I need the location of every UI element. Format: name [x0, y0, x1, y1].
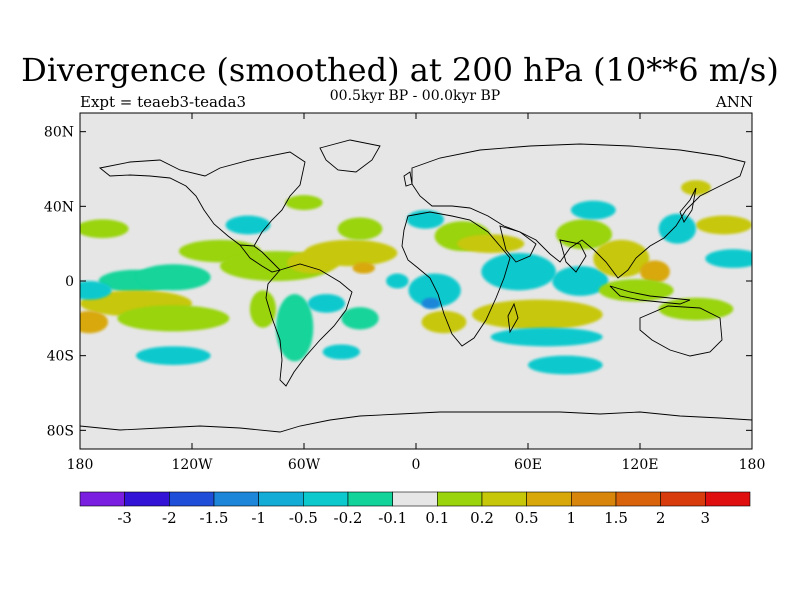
season-label: ANN	[715, 93, 753, 111]
field-contour-31	[598, 279, 674, 302]
colorbar-label-9: 0.5	[515, 509, 539, 527]
coast-india	[559, 239, 587, 273]
x-tick-label-0: 180	[67, 457, 94, 473]
y-tick-label-1: 40N	[44, 199, 74, 215]
field-contour-15	[285, 195, 323, 211]
field-contour-13	[249, 290, 276, 328]
field-contour-10	[304, 239, 398, 267]
field-contour-25	[471, 299, 603, 330]
colorbar-swatch-0	[79, 491, 125, 507]
field-contour-21	[421, 310, 467, 334]
coast-japan	[679, 187, 697, 223]
coast-eurasia	[411, 143, 746, 279]
colorbar-label-1: -2	[162, 509, 177, 527]
field-contour-39	[322, 344, 361, 360]
y-tick-label-3: 40S	[47, 349, 74, 365]
experiment-label: Expt = teaeb3-teada3	[80, 93, 247, 111]
field-contour-26	[490, 327, 603, 347]
x-tick-label-3: 0	[412, 457, 421, 473]
field-contour-4	[117, 305, 230, 332]
y-tick-label-2: 0	[65, 274, 74, 290]
field-contour-19	[408, 273, 461, 308]
field-contour-20	[421, 297, 441, 309]
colorbar-swatch-4	[258, 491, 304, 507]
colorbar-label-10: 1	[567, 509, 577, 527]
field-contour-23	[457, 234, 525, 254]
colorbar-swatch-14	[705, 491, 751, 507]
colorbar-label-2: -1.5	[200, 509, 229, 527]
coastline-layer	[80, 139, 752, 433]
colorbar-label-4: -0.5	[289, 509, 318, 527]
coast-antarctica	[80, 411, 752, 433]
field-contour-11	[352, 262, 375, 274]
field-contour-36	[570, 200, 616, 220]
x-tick-label-2: 60W	[288, 457, 321, 473]
coast-south-america	[265, 263, 353, 387]
coast-africa	[401, 211, 511, 347]
colorbar-swatch-9	[481, 491, 527, 507]
colorbar-label-11: 1.5	[604, 509, 628, 527]
x-tick-label-4: 60E	[514, 457, 542, 473]
field-contour-28	[552, 266, 609, 296]
field-contour-5	[80, 310, 108, 334]
field-contour-30	[640, 260, 670, 283]
field-contour-12	[276, 294, 314, 362]
colorbar-swatch-10	[526, 491, 572, 507]
field-contour-33	[696, 215, 752, 235]
x-tick-label-6: 180	[739, 457, 766, 473]
field-contour-18	[341, 307, 379, 330]
colorbar-label-7: 0.1	[425, 509, 449, 527]
field-contour-2	[136, 264, 211, 291]
chart-title: Divergence (smoothed) at 200 hPa (10**6 …	[21, 51, 779, 89]
field-contour-0	[80, 219, 129, 239]
coast-uk	[403, 171, 413, 187]
colorbar-swatch-12	[615, 491, 661, 507]
colorbar-label-6: -0.1	[378, 509, 407, 527]
field-contour-42	[386, 273, 409, 289]
field-contour-17	[307, 294, 346, 313]
colorbar-swatch-3	[213, 491, 259, 507]
field-contour-40	[528, 355, 603, 375]
coast-north-america	[98, 151, 306, 247]
colorbar-swatch-13	[660, 491, 706, 507]
colorbar-label-3: -1	[251, 509, 266, 527]
colorbar-label-12: 2	[656, 509, 666, 527]
colorbar-swatch-1	[124, 491, 170, 507]
colorbar-label-0: -3	[117, 509, 132, 527]
field-contour-24	[481, 252, 556, 291]
field-contour-14	[225, 215, 271, 235]
colorbar: -3 -2 -1.5 -1 -0.5 -0.2 -0.1 0.1 0.2 0.5 1 1.5 2 3	[79, 491, 751, 527]
chart-subtitle: 00.5kyr BP - 00.0kyr BP	[329, 88, 501, 104]
colorbar-label-13: 3	[701, 509, 711, 527]
field-layer	[80, 113, 752, 449]
y-tick-label-0: 80N	[44, 125, 74, 141]
y-tick-label-4: 80S	[47, 423, 74, 439]
colorbar-swatch-11	[571, 491, 617, 507]
x-tick-label-1: 120W	[171, 457, 213, 473]
field-contour-29	[593, 239, 650, 278]
colorbar-swatch-7	[392, 491, 438, 507]
colorbar-swatch-6	[347, 491, 393, 507]
colorbar-swatch-5	[303, 491, 349, 507]
field-contour-16	[337, 217, 383, 240]
coast-greenland	[319, 139, 381, 173]
coast-arabia	[499, 225, 537, 263]
field-contour-37	[681, 180, 711, 196]
axis-layer: 180 120W 60W 0 60E 120E 180 80N 40N 0 40S 80S	[44, 113, 765, 473]
colorbar-swatch-2	[169, 491, 215, 507]
field-contour-38	[136, 346, 211, 365]
coast-madagascar	[507, 302, 519, 334]
field-contour-35	[658, 213, 696, 244]
field-contour-34	[705, 249, 752, 268]
coast-central-america	[239, 244, 281, 273]
colorbar-label-8: 0.2	[470, 509, 494, 527]
x-tick-label-5: 120E	[622, 457, 659, 473]
field-contour-6	[80, 281, 112, 300]
colorbar-swatch-8	[437, 491, 483, 507]
field-contour-32	[658, 297, 734, 321]
coast-indonesia	[609, 285, 691, 305]
colorbar-label-5: -0.2	[334, 509, 363, 527]
coast-australia	[639, 305, 723, 357]
